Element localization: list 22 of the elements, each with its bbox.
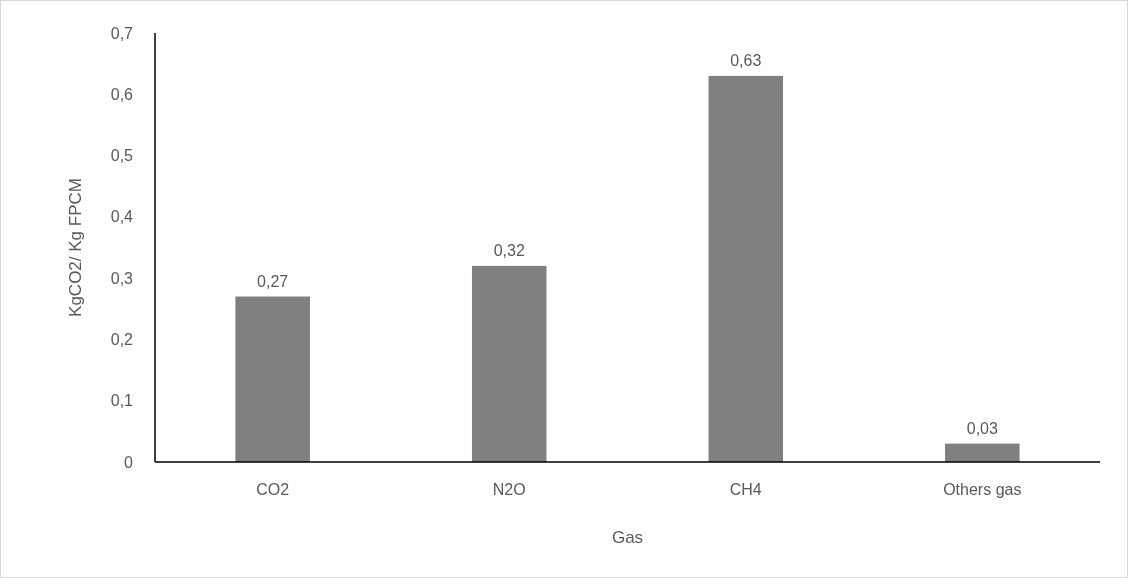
x-tick-label: Others gas xyxy=(943,480,1022,498)
bar xyxy=(708,75,784,462)
x-axis-title: Gas xyxy=(611,527,644,547)
y-tick-label: 0,4 xyxy=(110,208,134,226)
data-label: 0,27 xyxy=(257,272,289,290)
x-tick-label: CH4 xyxy=(729,480,762,498)
y-tick-label: 0,2 xyxy=(110,331,134,349)
y-tick-label: 0,6 xyxy=(110,85,134,103)
y-axis-title: KgCO2/ Kg FPCM xyxy=(65,178,85,317)
data-label: 0,03 xyxy=(966,419,998,437)
y-tick-label: 0,3 xyxy=(110,269,134,287)
y-tick-label: 0,5 xyxy=(110,147,134,165)
y-tick-label: 0,1 xyxy=(110,392,134,410)
bar xyxy=(471,265,547,462)
y-tick-label: 0 xyxy=(124,453,134,471)
x-tick-label: N2O xyxy=(492,480,526,498)
x-tick-label: CO2 xyxy=(256,480,290,498)
bar xyxy=(235,296,310,462)
data-label: 0,63 xyxy=(730,51,762,69)
data-label: 0,32 xyxy=(493,241,525,259)
y-tick-label: 0,7 xyxy=(110,24,134,42)
bar xyxy=(945,443,1020,462)
